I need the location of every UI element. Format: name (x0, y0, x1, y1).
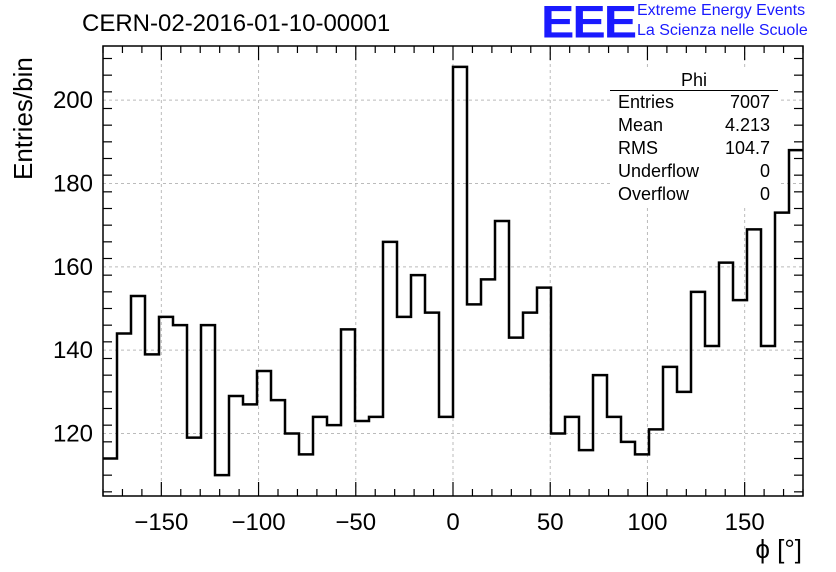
y-axis-label: Entries/bin (8, 57, 38, 180)
stats-row-entries: Entries 7007 (610, 91, 778, 114)
stats-value: 104.7 (724, 138, 770, 158)
page-title: CERN-02-2016-01-10-00001 (82, 10, 391, 37)
y-tick-label: 200 (53, 87, 93, 114)
x-axis-label: ϕ [°] (755, 534, 802, 564)
y-tick-label: 180 (53, 171, 93, 198)
stats-row-rms: RMS 104.7 (610, 137, 778, 160)
y-tick-label: 160 (53, 254, 93, 281)
tick-labels: −150 −100 −50 0 50 100 150 120 140 160 180 200 (53, 87, 765, 536)
stats-title: Phi (610, 70, 778, 91)
x-tick-label: 50 (537, 509, 564, 536)
stats-row-mean: Mean 4.213 (610, 114, 778, 137)
stats-label: Entries (618, 92, 675, 112)
stats-value: 0 (759, 184, 770, 204)
x-tick-label: −150 (134, 509, 188, 536)
y-tick-label: 140 (53, 337, 93, 364)
stats-value: 0 (759, 161, 770, 181)
plot-frame (102, 45, 804, 497)
stats-value: 7007 (729, 92, 770, 112)
histogram-series (103, 65, 803, 477)
x-tick-label: −50 (335, 509, 376, 536)
stats-value: 4.213 (724, 115, 770, 135)
x-tick-label: 150 (725, 509, 765, 536)
stats-label: Mean (618, 115, 664, 135)
stats-label: Overflow (618, 184, 690, 204)
axis-ticks (102, 46, 804, 496)
eee-logo: EEE (541, 0, 637, 48)
x-tick-label: −100 (232, 509, 286, 536)
stats-box: Phi Entries 7007 Mean 4.213 RMS 104.7 Un… (610, 70, 778, 206)
y-tick-label: 120 (53, 421, 93, 448)
stats-row-overflow: Overflow 0 (610, 183, 778, 206)
stats-label: Underflow (618, 161, 700, 181)
x-tick-label: 0 (446, 509, 459, 536)
logo-line-1: Extreme Energy Events (637, 2, 806, 19)
logo-line-2: La Scienza nelle Scuole (637, 22, 808, 39)
x-tick-label: 100 (627, 509, 667, 536)
stats-label: RMS (618, 138, 658, 158)
stats-row-underflow: Underflow 0 (610, 160, 778, 183)
